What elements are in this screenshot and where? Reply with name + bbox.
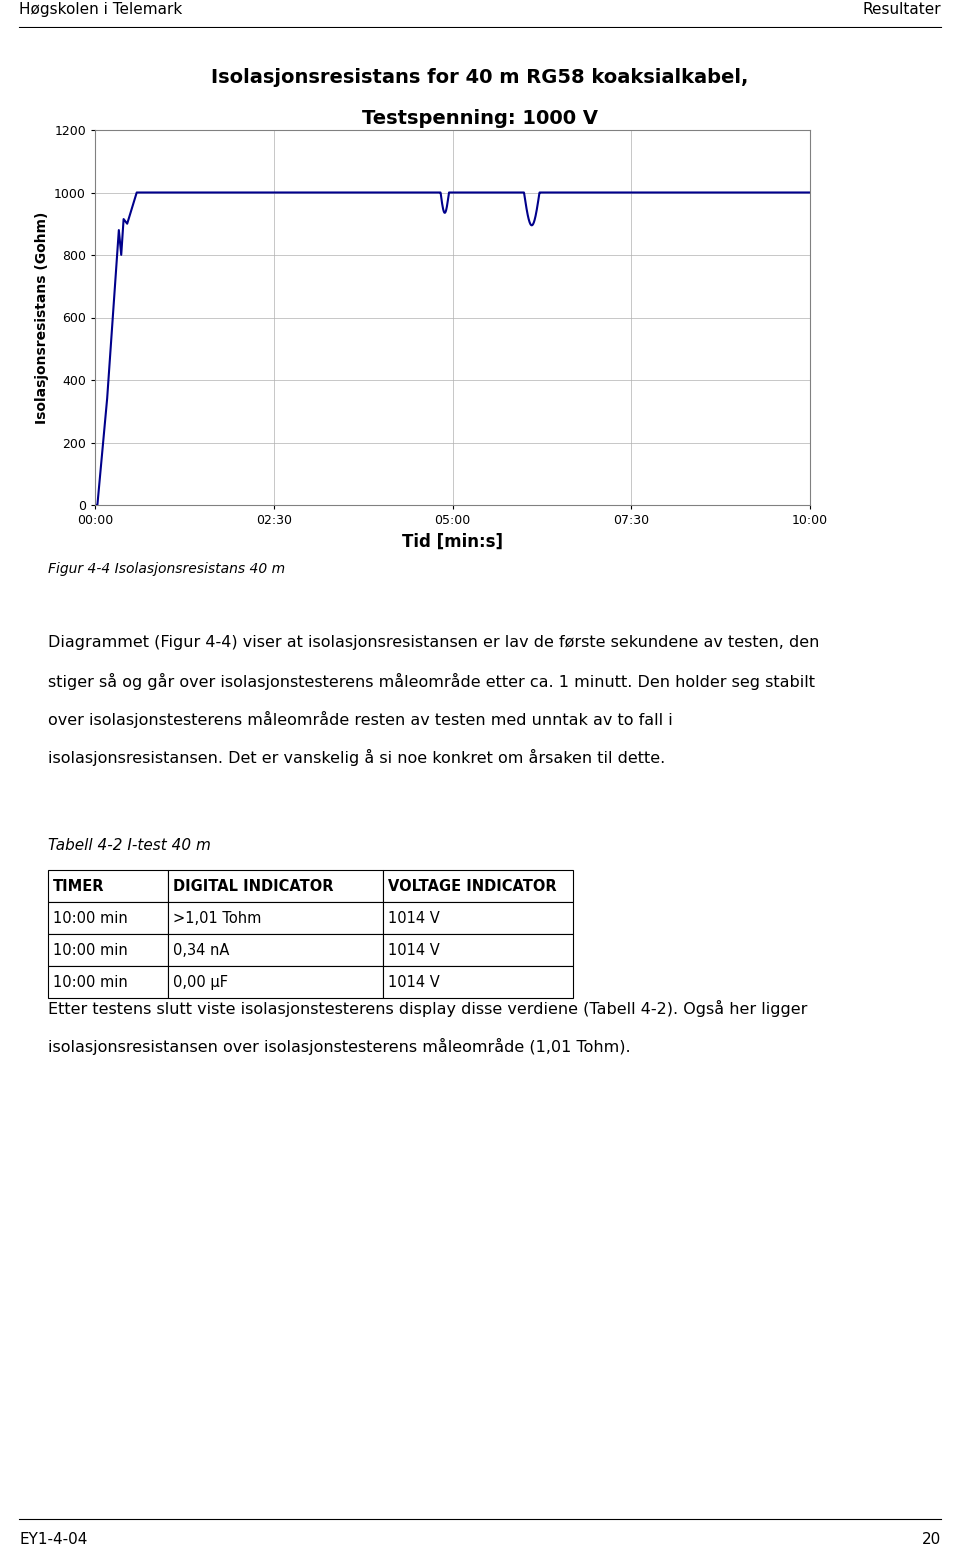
Text: isolasjonsresistansen. Det er vanskelig å si noe konkret om årsaken til dette.: isolasjonsresistansen. Det er vanskelig …: [48, 750, 665, 767]
Bar: [168, 934, 383, 967]
Text: >1,01 Tohm: >1,01 Tohm: [173, 911, 261, 925]
Text: 0,00 μF: 0,00 μF: [173, 974, 228, 990]
Text: 10:00 min: 10:00 min: [53, 974, 128, 990]
Text: 1014 V: 1014 V: [388, 942, 440, 957]
Text: Isolasjonsresistans for 40 m RG58 koaksialkabel,: Isolasjonsresistans for 40 m RG58 koaksi…: [211, 68, 749, 87]
Text: 10:00 min: 10:00 min: [53, 942, 128, 957]
Text: VOLTAGE INDICATOR: VOLTAGE INDICATOR: [388, 878, 557, 894]
Bar: [48, 902, 168, 934]
Text: over isolasjonstesterens måleområde resten av testen med unntak av to fall i: over isolasjonstesterens måleområde rest…: [48, 711, 673, 728]
Text: DIGITAL INDICATOR: DIGITAL INDICATOR: [173, 878, 333, 894]
Text: Tabell 4-2 I-test 40 m: Tabell 4-2 I-test 40 m: [48, 838, 211, 853]
Bar: [168, 871, 383, 902]
Text: Figur 4-4 Isolasjonsresistans 40 m: Figur 4-4 Isolasjonsresistans 40 m: [48, 562, 285, 576]
Text: Testspenning: 1000 V: Testspenning: 1000 V: [362, 110, 598, 129]
Text: Høgskolen i Telemark: Høgskolen i Telemark: [19, 2, 182, 17]
Bar: [48, 871, 168, 902]
Text: 10:00 min: 10:00 min: [53, 911, 128, 925]
Text: Diagrammet (Figur 4-4) viser at isolasjonsresistansen er lav de første sekundene: Diagrammet (Figur 4-4) viser at isolasjo…: [48, 635, 820, 651]
Bar: [383, 934, 573, 967]
Text: Etter testens slutt viste isolasjonstesterens display disse verdiene (Tabell 4-2: Etter testens slutt viste isolasjonstest…: [48, 1001, 807, 1018]
Bar: [48, 934, 168, 967]
Text: Resultater: Resultater: [862, 2, 941, 17]
Text: stiger så og går over isolasjonstesterens måleområde etter ca. 1 minutt. Den hol: stiger så og går over isolasjonstesteren…: [48, 672, 815, 689]
Text: 20: 20: [922, 1532, 941, 1547]
Bar: [48, 967, 168, 998]
Text: 1014 V: 1014 V: [388, 974, 440, 990]
Bar: [383, 871, 573, 902]
Text: isolasjonsresistansen over isolasjonstesterens måleområde (1,01 Tohm).: isolasjonsresistansen over isolasjonstes…: [48, 1038, 631, 1055]
Bar: [168, 902, 383, 934]
Text: 1014 V: 1014 V: [388, 911, 440, 925]
Bar: [168, 967, 383, 998]
Text: EY1-4-04: EY1-4-04: [19, 1532, 87, 1547]
X-axis label: Tid [min:s]: Tid [min:s]: [402, 533, 503, 550]
Text: TIMER: TIMER: [53, 878, 105, 894]
Bar: [383, 967, 573, 998]
Text: 0,34 nA: 0,34 nA: [173, 942, 229, 957]
Y-axis label: Isolasjonsresistans (Gohm): Isolasjonsresistans (Gohm): [35, 211, 49, 424]
Bar: [383, 902, 573, 934]
